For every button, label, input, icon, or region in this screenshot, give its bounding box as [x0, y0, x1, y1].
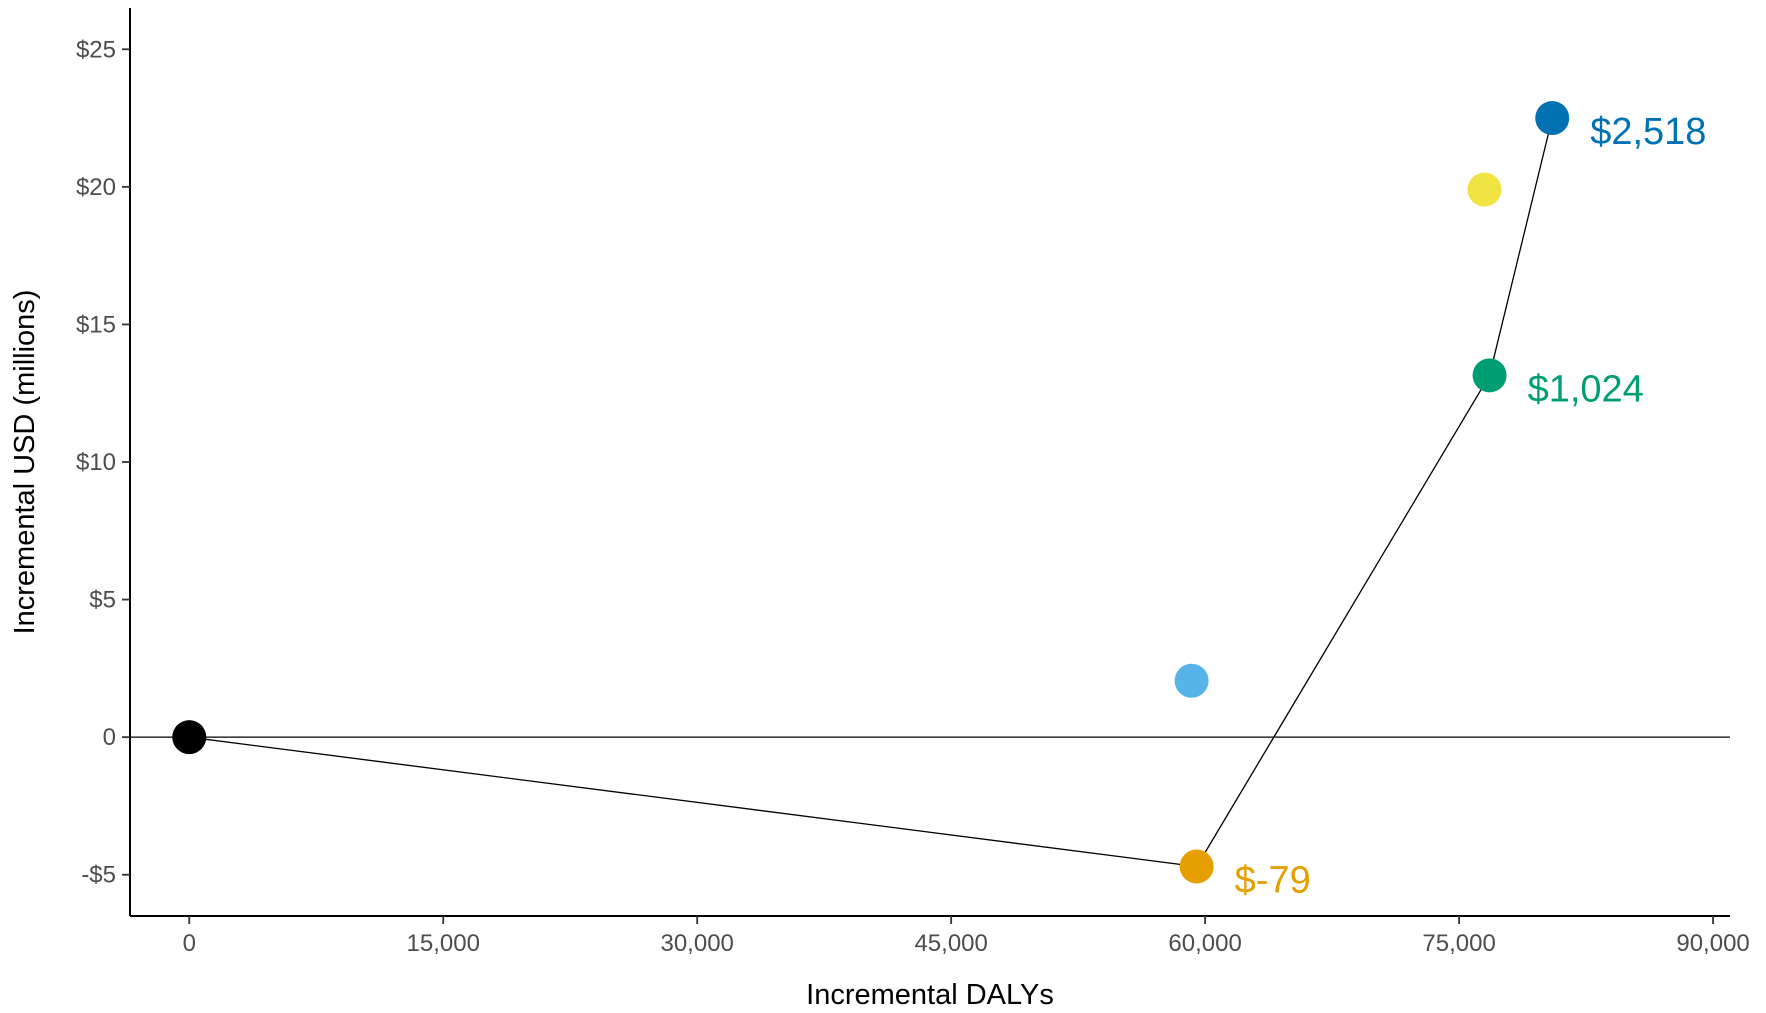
icer-label: $2,518	[1590, 111, 1706, 153]
efficiency-frontier-line	[189, 117, 1553, 868]
scatter-point	[1179, 849, 1214, 884]
scatter-point	[1472, 358, 1507, 393]
x-tick-label: 60,000	[1168, 930, 1241, 957]
data-labels-layer: $-79 $1,024 $2,518	[1235, 111, 1707, 901]
icer-label: $-79	[1235, 859, 1311, 901]
efficiency-frontier-layer	[189, 117, 1553, 868]
y-tick-label: $20	[76, 174, 116, 201]
scatter-point	[1467, 172, 1502, 207]
y-tick-label: $15	[76, 311, 116, 338]
y-tick-label: $10	[76, 449, 116, 476]
y-tick-label: -$5	[81, 862, 116, 889]
points-layer	[172, 101, 1570, 884]
x-tick-label: 15,000	[407, 930, 480, 957]
x-axis-title: Incremental DALYs	[806, 979, 1054, 1011]
y-tick-label: 0	[103, 724, 116, 751]
icer-label: $1,024	[1528, 368, 1644, 410]
y-tick-label: $25	[76, 36, 116, 63]
axes-layer: 0 15,000 30,000 45,000 60,000 75,000 90,000 -$5…	[76, 8, 1750, 957]
x-tick-label: 0	[183, 930, 196, 957]
y-tick-label: $5	[89, 587, 116, 614]
x-tick-label: 90,000	[1676, 930, 1749, 957]
x-tick-label: 30,000	[660, 930, 733, 957]
scatter-point	[1174, 663, 1209, 698]
scatter-point	[172, 720, 207, 755]
scatter-point	[1535, 101, 1570, 136]
x-tick-label: 45,000	[914, 930, 987, 957]
y-axis-title: Incremental USD (millions)	[9, 290, 41, 635]
x-tick-label: 75,000	[1422, 930, 1495, 957]
